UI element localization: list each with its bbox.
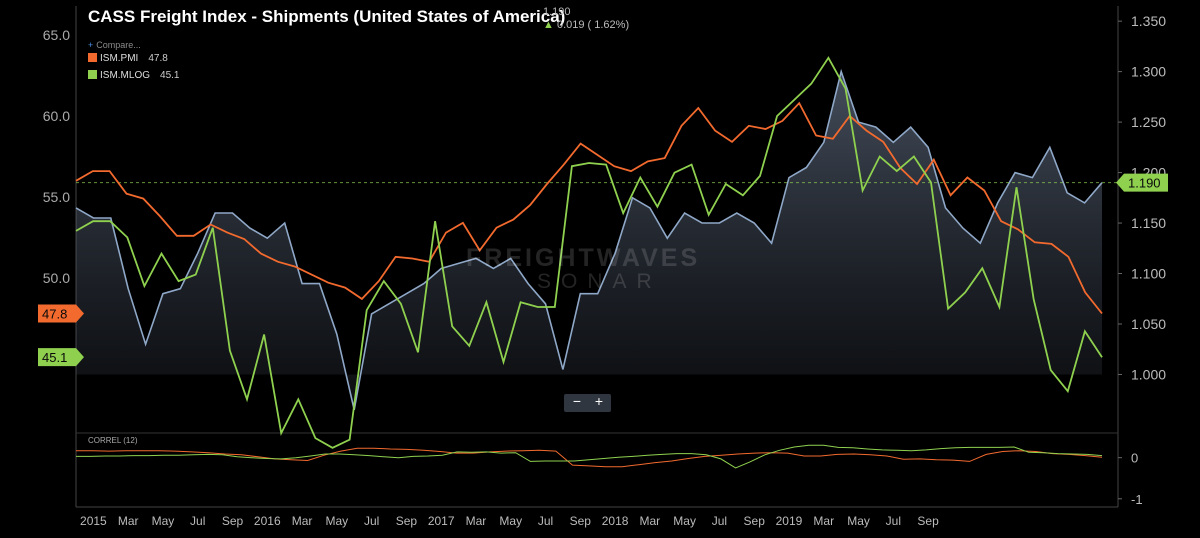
right-tick-label-1: 1.300 (1131, 64, 1166, 80)
legend-name-pmi: ISM.PMI (100, 53, 139, 64)
x-tick-label-17: May (673, 514, 696, 528)
legend-swatch-mlog (88, 70, 97, 79)
pmi-value-badge-text: 47.8 (42, 306, 67, 321)
pmi-series-line (75, 101, 1103, 315)
zoom-in-button[interactable]: + (594, 393, 604, 409)
last-value: 1.190 (543, 6, 571, 18)
x-tick-label-20: 2019 (776, 514, 803, 528)
x-tick-label-10: 2017 (428, 514, 455, 528)
x-tick-label-16: Mar (640, 514, 661, 528)
watermark-line1: FREIGHTWAVES (466, 244, 701, 272)
pmi-value-badge-shape (38, 304, 84, 323)
right-tick-label-0: 1.350 (1131, 13, 1166, 29)
right-tick-label-7: 1.000 (1131, 366, 1166, 382)
legend-item-pmi[interactable]: ISM.PMI 47.8 (88, 53, 168, 64)
change-value: ▲ 0.019 ( 1.62%) (543, 19, 630, 31)
right-tick-label-2: 1.250 (1131, 114, 1166, 130)
x-tick-label-2: May (152, 514, 175, 528)
x-tick-label-19: Sep (744, 514, 766, 528)
x-tick-label-23: Jul (886, 514, 901, 528)
x-tick-label-11: Mar (466, 514, 487, 528)
pmi-value-badge: 47.8 (38, 304, 84, 323)
legend-value-mlog: 45.1 (160, 70, 180, 81)
x-tick-label-5: 2016 (254, 514, 281, 528)
mlog-value-badge-shape (38, 348, 84, 367)
x-tick-label-18: Jul (712, 514, 727, 528)
left-tick-label-1: 60.0 (43, 108, 70, 124)
legend-swatch-pmi (88, 53, 97, 62)
left-tick-label-0: 65.0 (43, 27, 70, 43)
legend-name-mlog: ISM.MLOG (100, 70, 151, 81)
mlog-series-line (75, 56, 1103, 449)
x-tick-label-3: Jul (190, 514, 205, 528)
plus-icon: + (88, 40, 94, 50)
x-tick-label-8: Jul (364, 514, 379, 528)
correl-tick-label-0: 0 (1131, 451, 1138, 466)
compare-label: Compare... (96, 40, 141, 50)
right-value-badge: 1.190 (1116, 173, 1168, 192)
x-tick-label-13: Jul (538, 514, 553, 528)
right-value-badge-shape (1116, 173, 1168, 192)
zoom-control: − + (564, 393, 611, 412)
x-tick-label-21: Mar (813, 514, 834, 528)
mlog-value-badge: 45.1 (38, 348, 84, 367)
left-tick-label-2: 55.0 (43, 189, 70, 205)
right-value-badge-text: 1.190 (1128, 176, 1161, 191)
zoom-out-button[interactable]: − (572, 393, 582, 409)
x-tick-label-14: Sep (570, 514, 592, 528)
compare-button[interactable]: + Compare... (88, 40, 141, 50)
right-tick-label-5: 1.100 (1131, 266, 1166, 282)
cass-series-line (75, 68, 1103, 410)
correl-tick-label-1: -1 (1131, 492, 1143, 507)
left-tick-label-3: 50.0 (43, 270, 70, 286)
cass-area-fill (76, 71, 1102, 410)
mlog-value-badge-text: 45.1 (42, 350, 67, 365)
change-text: 0.019 ( 1.62%) (556, 19, 630, 31)
legend-item-mlog[interactable]: ISM.MLOG 45.1 (88, 70, 179, 81)
correl-label: CORREL (12) (88, 436, 138, 445)
x-tick-label-24: Sep (917, 514, 939, 528)
x-tick-label-22: May (847, 514, 870, 528)
x-tick-label-4: Sep (222, 514, 244, 528)
x-tick-label-6: Mar (292, 514, 313, 528)
watermark-line2: SONAR (537, 270, 662, 293)
correl-pmi-line (76, 447, 1103, 468)
legend-value-pmi: 47.8 (148, 53, 168, 64)
x-tick-label-0: 2015 (80, 514, 107, 528)
x-tick-label-15: 2018 (602, 514, 629, 528)
right-tick-label-6: 1.050 (1131, 316, 1166, 332)
x-tick-label-7: May (326, 514, 349, 528)
chart-title: CASS Freight Index - Shipments (United S… (88, 7, 566, 26)
x-tick-label-1: Mar (118, 514, 139, 528)
x-tick-label-12: May (499, 514, 522, 528)
correl-mlog-line (76, 444, 1103, 469)
right-tick-label-4: 1.150 (1131, 215, 1166, 231)
x-tick-label-9: Sep (396, 514, 418, 528)
